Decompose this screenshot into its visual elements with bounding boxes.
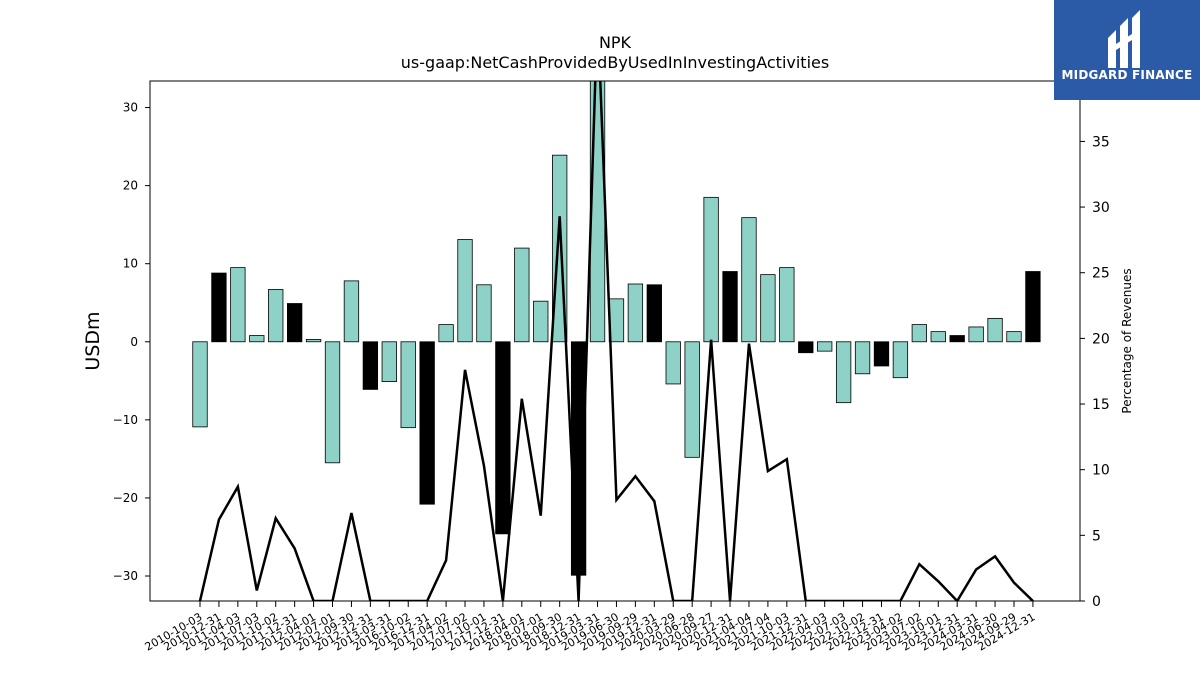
bar-2011-07-03 (249, 335, 265, 343)
logo-text: MIDGARD FINANCE (1061, 68, 1193, 82)
bar-2024-06-30 (987, 317, 1003, 343)
bar-2011-12-31 (286, 303, 303, 343)
y2-tick-label: 0 (1092, 594, 1101, 610)
bar-2024-09-29 (1006, 331, 1022, 343)
logo-mark-icon (1108, 10, 1140, 68)
bar-series (192, 81, 1041, 576)
bar-2022-12-31 (873, 341, 890, 367)
bar-2022-07-03 (835, 341, 852, 404)
bar-2017-10-01 (476, 284, 492, 343)
bar-2023-12-31 (949, 335, 965, 343)
y-tick-label: 30 (123, 101, 138, 115)
midgard-finance-logo: MIDGARD FINANCE (1054, 0, 1200, 100)
y2-tick-label: 30 (1092, 200, 1110, 216)
bar-2016-12-31 (419, 341, 435, 505)
bar-2020-12-31 (722, 271, 738, 343)
percentage-line (198, 81, 1034, 601)
y-tick-label: −10 (113, 413, 138, 427)
bar-2018-04-01 (514, 247, 530, 343)
bar-2021-10-03 (779, 267, 795, 343)
bar-2018-07-01 (533, 300, 549, 343)
bar-2010-12-31 (211, 272, 227, 343)
bar-2020-09-27 (703, 196, 719, 343)
bar-2021-12-31 (798, 341, 814, 354)
plot-frame (149, 80, 1081, 602)
y2-tick-label: 20 (1092, 331, 1110, 347)
bar-2022-10-02 (854, 341, 871, 375)
y2-tick-label: 35 (1092, 134, 1110, 150)
bar-2017-04-02 (438, 324, 454, 343)
y-tick-label: −20 (113, 491, 138, 505)
bar-2011-10-02 (268, 289, 284, 343)
y-tick-label: 0 (130, 335, 138, 349)
bar-2021-07-04 (760, 274, 776, 343)
bar-2024-03-31 (968, 326, 984, 343)
y2-tick-label: 5 (1092, 528, 1101, 544)
chart-title: NPK (599, 33, 632, 52)
y-tick-label: 10 (123, 257, 138, 271)
bar-2012-04-01 (305, 339, 322, 343)
bar-2017-07-02 (457, 239, 473, 343)
bar-2022-04-03 (817, 341, 833, 352)
bar-2020-06-28 (684, 341, 700, 458)
y2-tick-label: 25 (1092, 266, 1110, 282)
bar-2021-04-04 (741, 217, 757, 343)
bar-2010-10-03 (192, 341, 208, 428)
bar-2011-04-03 (230, 267, 246, 343)
chart-subtitle: us-gaap:NetCashProvidedByUsedInInvesting… (401, 53, 829, 72)
bar-2019-09-29 (627, 283, 644, 343)
bar-2012-09-30 (343, 280, 360, 343)
y-tick-label: 20 (123, 179, 138, 193)
bar-2019-06-30 (608, 298, 625, 343)
bar-2023-04-02 (892, 341, 909, 379)
bar-2019-12-31 (646, 284, 662, 343)
bar-2017-12-31 (495, 341, 511, 535)
bar-2013-03-31 (381, 341, 397, 382)
y-axis-label: USDm (82, 311, 104, 370)
x-axis: 2010-10-032010-12-312011-04-032011-07-03… (143, 601, 1037, 654)
bar-2023-10-01 (930, 331, 946, 343)
bar-2012-12-31 (362, 341, 379, 390)
y2-tick-label: 15 (1092, 397, 1110, 413)
y-axis: −30 −20 −10 0 10 20 30 (113, 101, 150, 583)
y2-axis-label: Percentage of Revenues (1120, 268, 1134, 413)
y2-tick-label: 10 (1092, 463, 1110, 479)
line-series (198, 81, 1034, 601)
y2-axis: 0 5 10 15 20 25 30 35 (1080, 134, 1110, 610)
bar-2012-07-01 (324, 341, 341, 464)
bar-2016-10-02 (400, 341, 416, 429)
bar-2023-07-02 (911, 324, 927, 343)
y-tick-label: −30 (113, 569, 138, 583)
bar-2020-03-29 (665, 341, 681, 385)
bar-2024-12-31 (1025, 271, 1041, 343)
